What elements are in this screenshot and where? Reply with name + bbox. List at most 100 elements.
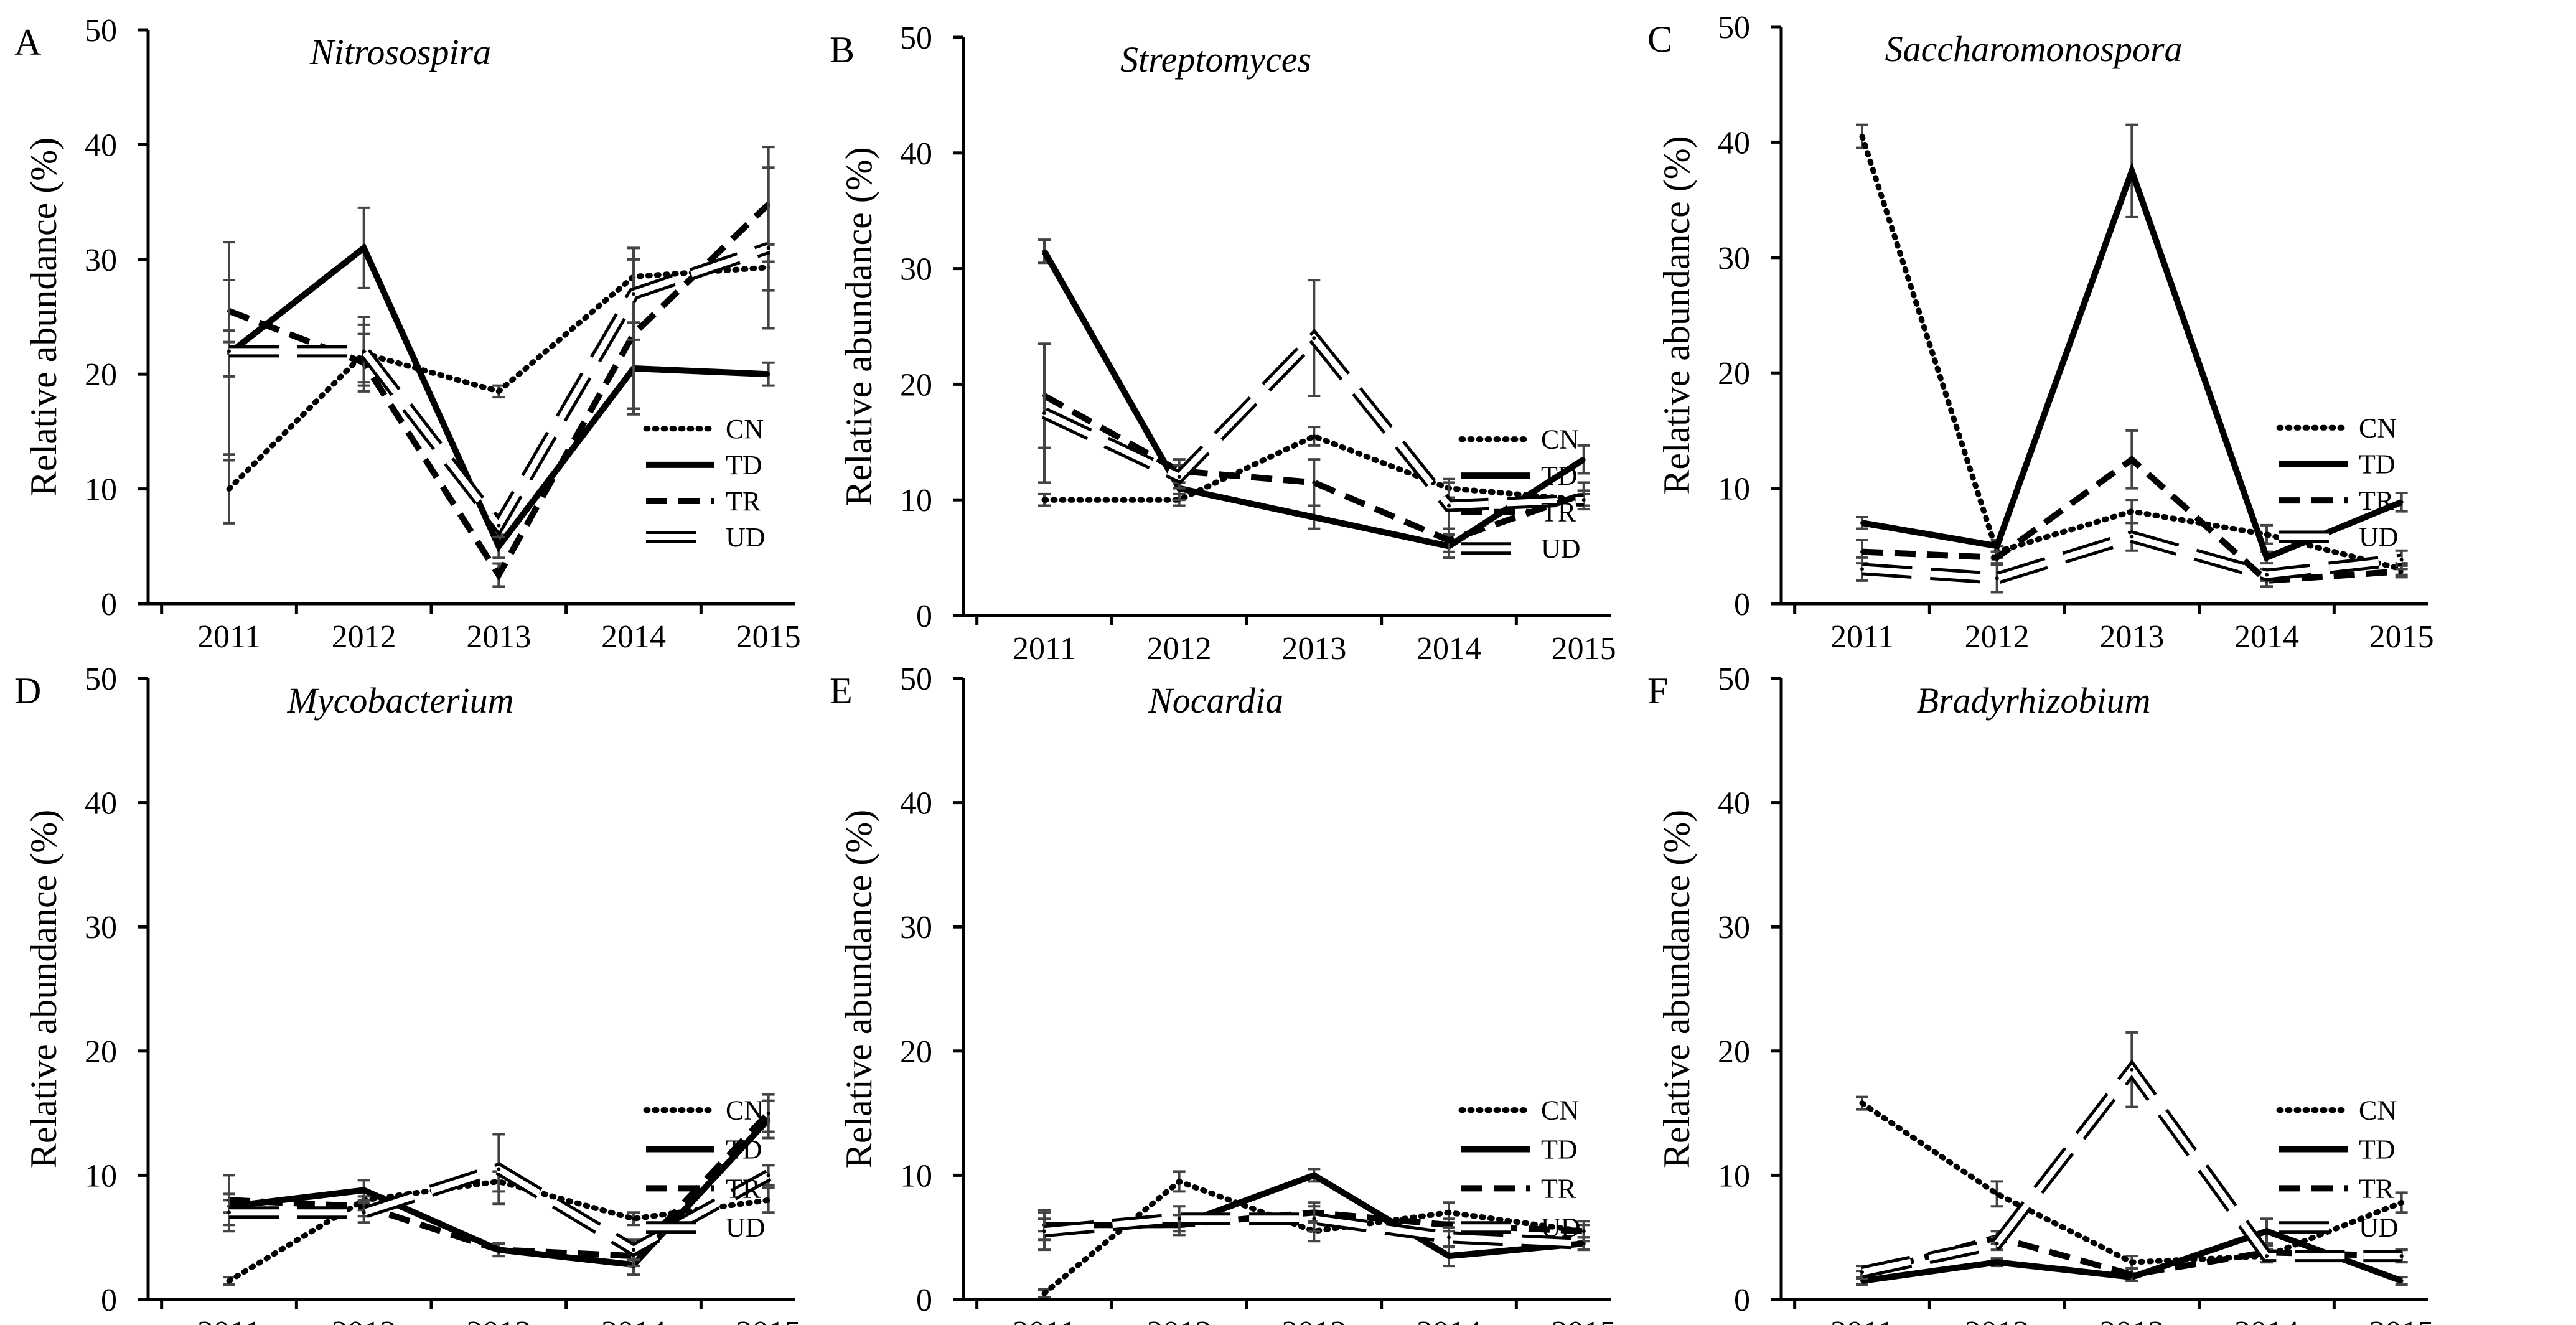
series-ud: [1856, 522, 2408, 594]
y-axis-label: Relative abundance (%): [838, 810, 879, 1168]
panel-e: E Nocardia 0 10 20 30 40 50 2011 2012 2013 2014 2015…: [830, 662, 1616, 1325]
data-point: [2130, 457, 2134, 462]
y-tick-label: 40: [1718, 125, 1750, 161]
series-td: [223, 206, 775, 559]
x-tick-label: 2012: [332, 619, 396, 655]
x-tick-label: 2012: [332, 1315, 396, 1325]
y-tick-label: 20: [1718, 1034, 1750, 1070]
y-axis-label: Relative abundance (%): [23, 138, 64, 496]
data-point: [1042, 1229, 1046, 1234]
x-tick-label: 2011: [1830, 619, 1894, 655]
data-point: [2130, 1260, 2134, 1265]
data-point: [766, 246, 770, 250]
data-point: [1177, 475, 1181, 479]
data-point: [227, 1210, 231, 1215]
y-tick-label: 30: [85, 243, 117, 278]
y-tick-label: 0: [101, 1283, 117, 1318]
legend-label: CN: [726, 414, 764, 444]
series-cn: [1856, 1095, 2408, 1270]
data-point: [497, 1167, 501, 1171]
data-point: [2399, 1254, 2404, 1258]
legend-label: TR: [2359, 485, 2394, 516]
data-point: [1995, 1192, 1999, 1196]
y-tick-label: 40: [85, 128, 117, 163]
legend-label: UD: [726, 1212, 766, 1243]
data-point: [1860, 1101, 1864, 1105]
data-point: [1860, 134, 1864, 139]
data-point: [2265, 555, 2269, 559]
data-point: [362, 246, 366, 250]
y-tick-label: 50: [85, 662, 117, 697]
data-point: [2399, 569, 2404, 574]
y-tick-label: 50: [900, 21, 932, 56]
data-point: [1995, 544, 1999, 548]
data-point: [1581, 457, 1586, 462]
y-tick-label: 10: [1718, 472, 1750, 507]
data-point: [2130, 1067, 2134, 1072]
x-tick-label: 2013: [1281, 631, 1346, 667]
data-point: [2265, 573, 2269, 577]
data-point: [766, 372, 770, 377]
legend-label: TR: [726, 1173, 761, 1204]
y-tick-label: 0: [916, 1283, 932, 1318]
x-tick-label: 2013: [2099, 1315, 2164, 1325]
x-tick-label: 2015: [1552, 631, 1616, 667]
legend: CN TD TR UD: [643, 1095, 766, 1243]
y-axis-label: Relative abundance (%): [1656, 810, 1697, 1168]
data-point: [1447, 1223, 1451, 1227]
data-point: [1042, 249, 1046, 253]
x-tick-label: 2012: [1147, 1315, 1212, 1325]
data-point: [1581, 1242, 1586, 1246]
data-point: [1042, 411, 1046, 415]
data-point: [1312, 515, 1316, 520]
legend-label: CN: [1541, 1095, 1579, 1126]
x-tick-label: 2014: [1417, 631, 1481, 667]
y-axis-label: Relative abundance (%): [838, 147, 879, 505]
y-tick-label: 50: [1718, 10, 1750, 45]
data-point: [362, 349, 366, 353]
data-point: [1042, 498, 1046, 502]
data-point: [362, 1210, 366, 1215]
data-point: [1581, 498, 1586, 502]
series-ud: [223, 166, 775, 539]
data-point: [497, 573, 501, 577]
x-tick-label: 2015: [1552, 1315, 1616, 1325]
data-point: [1447, 1210, 1451, 1215]
y-tick-label: 30: [1718, 910, 1750, 945]
data-point: [2265, 532, 2269, 536]
data-point: [2130, 1273, 2134, 1277]
x-tick-label: 2011: [197, 619, 261, 655]
x-tick-label: 2013: [2099, 619, 2164, 655]
panel-title: Nitrosospira: [309, 32, 491, 72]
x-tick-label: 2013: [1281, 1315, 1346, 1325]
data-point: [1312, 1217, 1316, 1221]
panel-title: Saccharomonospora: [1885, 29, 2183, 69]
data-point: [1860, 521, 1864, 525]
data-point: [1860, 550, 1864, 554]
data-point: [1447, 1235, 1451, 1240]
y-tick-label: 0: [1734, 587, 1750, 622]
y-tick-label: 20: [1718, 356, 1750, 391]
legend-label: CN: [2359, 1095, 2397, 1126]
x-tick-label: 2014: [2234, 619, 2299, 655]
legend: CN TD TR UD: [1458, 424, 1581, 564]
y-tick-label: 40: [85, 786, 117, 822]
panel-letter: B: [830, 29, 855, 70]
data-point: [1995, 576, 1999, 581]
data-point: [2265, 1254, 2269, 1258]
y-tick-label: 50: [1718, 662, 1750, 697]
data-point: [497, 523, 501, 528]
y-tick-label: 50: [85, 13, 117, 49]
series-line: [1859, 1100, 2405, 1265]
legend: CN TD TR UD: [2276, 1095, 2399, 1243]
y-tick-label: 30: [900, 252, 932, 288]
y-tick-label: 10: [85, 1158, 117, 1194]
data-point: [1581, 1229, 1586, 1234]
data-point: [632, 1248, 635, 1252]
x-tick-label: 2013: [466, 1315, 531, 1325]
y-tick-label: 0: [101, 587, 117, 622]
legend-label: UD: [2359, 1212, 2399, 1243]
x-tick-label: 2012: [1147, 631, 1212, 667]
data-point: [362, 1188, 366, 1192]
legend-label: TD: [726, 450, 762, 480]
